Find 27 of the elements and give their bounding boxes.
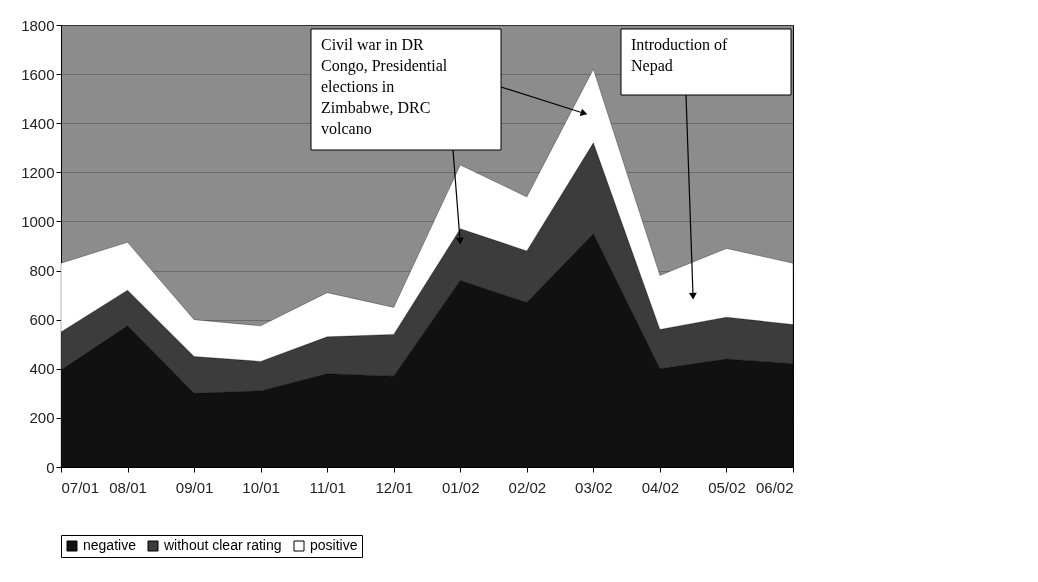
x-tick-label: 09/01 [175, 478, 214, 496]
annotation: Introduction of Nepad [631, 36, 729, 75]
x-tick-label: 07/01 [61, 478, 100, 496]
x-tick-label: 06/02 [755, 478, 794, 496]
x-tick-label: 04/02 [641, 478, 680, 496]
y-tick-label: 1800 [21, 16, 55, 34]
y-tick-label: 200 [29, 409, 55, 427]
x-tick-label: 12/01 [375, 478, 413, 496]
x-tick-label: 02/02 [508, 478, 547, 496]
y-tick-label: 1200 [21, 163, 55, 181]
y-tick-label: 0 [46, 458, 55, 476]
legend-label: positive [310, 537, 358, 553]
y-tick-label: 1400 [21, 114, 55, 132]
y-tick-label: 600 [29, 311, 55, 329]
x-tick-label: 08/01 [109, 478, 147, 496]
x-tick-label: 03/02 [575, 478, 613, 496]
x-tick-label: 01/02 [442, 478, 480, 496]
x-tick-label: 05/02 [708, 478, 746, 496]
y-tick-label: 400 [29, 360, 55, 378]
x-tick-label: 10/01 [242, 478, 280, 496]
y-tick-label: 1600 [21, 65, 55, 83]
annotation: Civil war in DR Congo, Presidential elections in Zimbabwe, DRC volcano [321, 36, 448, 137]
x-tick-label: 11/01 [309, 478, 346, 496]
y-tick-label: 1000 [21, 212, 55, 230]
legend-label: without clear rating [163, 537, 282, 553]
y-tick-label: 800 [29, 262, 55, 280]
legend-label: negative [83, 537, 137, 553]
